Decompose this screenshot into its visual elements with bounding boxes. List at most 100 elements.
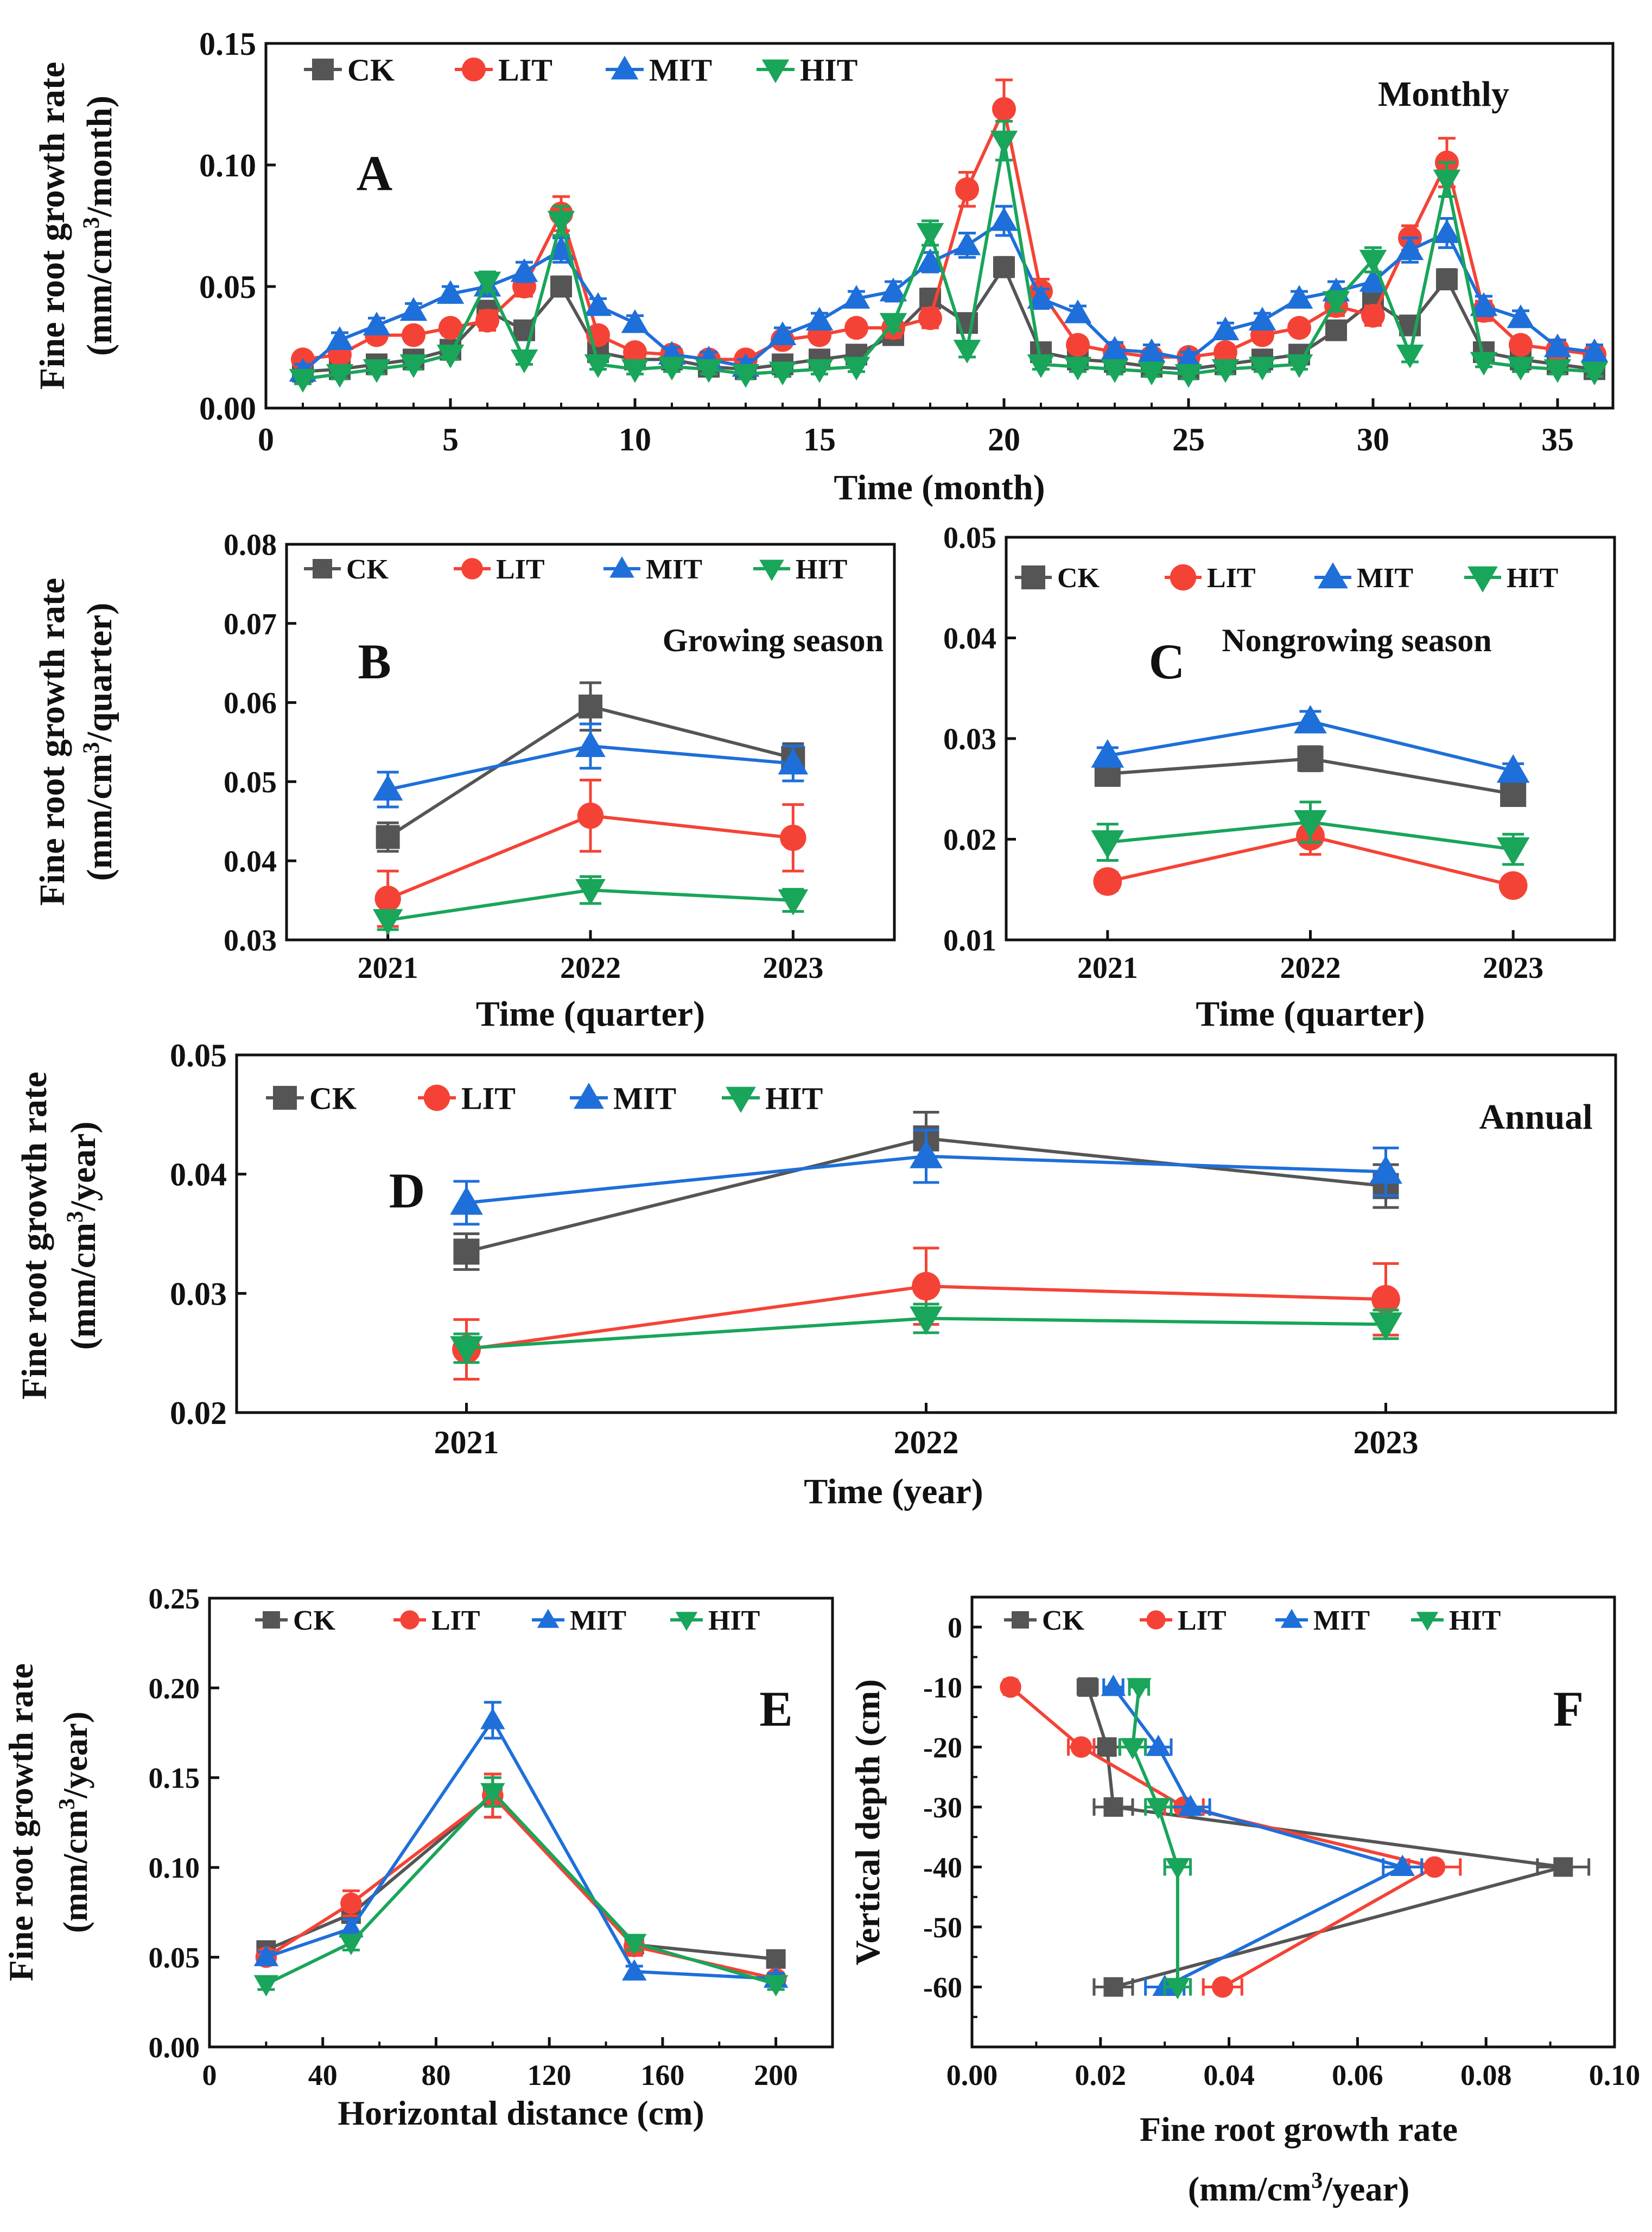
data-point-hit (1369, 1312, 1402, 1341)
data-point-hit (253, 1975, 279, 1996)
series-mit (1101, 1675, 1424, 1996)
y-tick-label: -60 (923, 1971, 962, 2004)
panel-e: 0.00 0.05 0.10 0.15 0.20 0.25 0 40 80 120 160 200 E C… (2, 1582, 834, 2132)
data-point-mit (363, 311, 391, 336)
data-point-mit (916, 248, 944, 272)
legend-marker-ck (313, 559, 332, 578)
data-point-lit (912, 1271, 941, 1301)
data-point-lit (1509, 333, 1533, 357)
legend-marker-ck (312, 59, 334, 80)
legend-label-ck: CK (1042, 1605, 1085, 1636)
series-hit (1091, 800, 1530, 866)
y-tick-label: 0 (948, 1611, 962, 1644)
data-point-mit (621, 309, 649, 333)
data-point-lit (1000, 1676, 1021, 1698)
x-tick-label: 30 (1357, 422, 1389, 457)
y-axis-label-units: (mm/cm3/quarter) (79, 603, 120, 881)
y-tick-label: 0.02 (943, 823, 996, 857)
legend-label-ck: CK (293, 1605, 336, 1636)
data-point-hit (1433, 169, 1461, 194)
y-tick-label: 0.06 (224, 686, 277, 720)
x-axis-label-units: (mm/cm3/year) (1188, 2169, 1409, 2208)
legend-marker-lit (462, 58, 486, 81)
legend-label-mit: MIT (1357, 563, 1413, 594)
panel-title: Growing season (663, 622, 884, 658)
y-tick-label: 0.03 (224, 924, 277, 958)
x-tick-label: 0.02 (1075, 2059, 1127, 2091)
x-tick-label: 0 (258, 422, 274, 457)
data-point-mit (575, 730, 606, 758)
plot-frame (285, 543, 896, 942)
data-point-lit (992, 97, 1016, 121)
data-point-ck (993, 256, 1015, 278)
data-point-hit (1470, 352, 1498, 376)
data-point-hit (1174, 364, 1203, 388)
legend-marker-mit (1318, 562, 1348, 589)
data-point-ck (1325, 319, 1347, 341)
data-point-hit (510, 349, 538, 373)
data-point-mit (1248, 307, 1276, 331)
data-point-hit (480, 1783, 505, 1805)
legend-label-lit: LIT (1178, 1605, 1227, 1636)
legend-label-lit: LIT (461, 1080, 516, 1116)
data-point-hit (621, 359, 649, 383)
x-tick-label: 80 (421, 2059, 450, 2091)
y-axis-label: Fine root growth rate (15, 1072, 54, 1400)
legend-label-hit: HIT (708, 1605, 760, 1636)
y-tick-label: 0.05 (224, 766, 277, 799)
data-point-hit (695, 359, 723, 383)
legend-marker-mit (609, 556, 634, 578)
legend-label-mit: MIT (649, 52, 712, 87)
data-point-hit (450, 1336, 483, 1365)
legend-marker-mit (537, 1608, 560, 1628)
data-point-hit (1396, 345, 1424, 368)
y-tick-label: 0.03 (943, 723, 996, 756)
legend-marker-hit (726, 1086, 756, 1113)
x-tick-label: 10 (619, 422, 651, 457)
data-point-lit (918, 306, 942, 330)
y-tick-label: -40 (923, 1851, 962, 1884)
x-tick-label: 2021 (1077, 951, 1138, 985)
series-ck (376, 681, 805, 853)
legend-label-hit: HIT (796, 554, 847, 585)
y-tick-label: 0.10 (149, 1852, 200, 1884)
panel-c: 0.01 0.02 0.03 0.04 0.05 2021 2022 2023 C Nongrow… (943, 522, 1616, 1034)
y-tick-label: 0.00 (199, 391, 256, 427)
data-point-mit (1496, 754, 1530, 783)
data-point-lit (1361, 303, 1385, 328)
x-axis-label: Time (month) (834, 468, 1045, 507)
y-tick-label: 0.05 (199, 269, 256, 305)
data-point-ck (1297, 746, 1324, 772)
legend-label-lit: LIT (498, 52, 552, 87)
legend-marker-ck (263, 1611, 280, 1629)
y-axis-label: Fine root growth rate (33, 62, 72, 390)
y-axis-label: Fine root growth rate (33, 578, 72, 906)
y-tick-label: 0.00 (149, 2031, 200, 2064)
data-point-mit (510, 258, 538, 282)
panel-label: C (1149, 634, 1185, 689)
series-mit (372, 722, 809, 809)
data-point-mit (910, 1140, 943, 1168)
data-point-hit (1507, 357, 1535, 381)
data-point-hit (763, 1975, 789, 1996)
data-point-hit (1211, 359, 1240, 383)
data-point-hit (399, 354, 428, 378)
x-tick-label: 40 (308, 2059, 338, 2091)
legend-marker-ck (273, 1086, 297, 1110)
y-tick-label: -50 (923, 1911, 962, 1944)
y-axis-label-units: (mm/cm3/year) (55, 1712, 94, 1933)
data-point-mit (1390, 1854, 1415, 1876)
legend-marker-mit (574, 1083, 604, 1109)
data-point-hit (584, 354, 612, 378)
data-point-hit (1248, 357, 1276, 381)
data-point-hit (1359, 250, 1387, 274)
panel-label: D (389, 1163, 425, 1218)
x-tick-label: 5 (442, 422, 459, 457)
data-point-mit (1507, 304, 1535, 328)
data-point-hit (1294, 810, 1327, 839)
panel-label: F (1553, 1681, 1584, 1737)
y-tick-label: 0.15 (149, 1762, 200, 1795)
legend-label-hit: HIT (800, 52, 857, 87)
x-tick-label: 20 (988, 422, 1020, 457)
series-line-mit (1112, 1686, 1407, 1989)
